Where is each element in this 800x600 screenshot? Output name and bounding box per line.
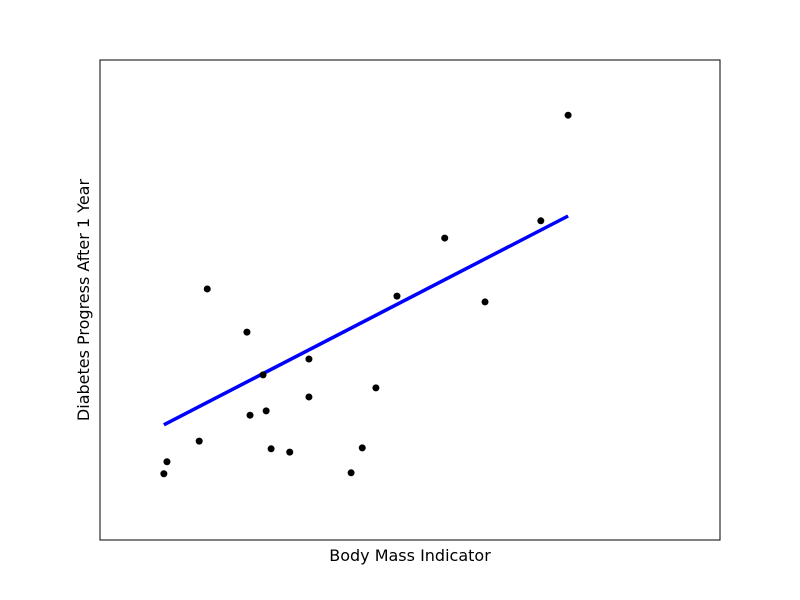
data-point-12 bbox=[305, 393, 313, 401]
y-axis-label: Diabetes Progress After 1 Year bbox=[74, 179, 93, 422]
data-point-11 bbox=[305, 355, 313, 363]
data-point-3 bbox=[195, 437, 203, 445]
data-point-9 bbox=[267, 445, 275, 453]
data-point-14 bbox=[358, 444, 366, 452]
data-point-4 bbox=[203, 285, 211, 293]
data-point-10 bbox=[286, 448, 294, 456]
data-point-8 bbox=[262, 407, 270, 415]
plot-area-frame bbox=[99, 59, 721, 541]
data-point-1 bbox=[160, 470, 168, 478]
data-point-18 bbox=[481, 298, 489, 306]
fit-line-layer bbox=[163, 214, 569, 427]
data-point-5 bbox=[243, 328, 251, 336]
data-point-19 bbox=[537, 217, 545, 225]
x-axis-label: Body Mass Indicator bbox=[329, 546, 491, 565]
data-point-2 bbox=[163, 458, 171, 466]
data-point-6 bbox=[246, 411, 254, 419]
data-point-17 bbox=[441, 234, 449, 242]
data-point-16 bbox=[393, 292, 401, 300]
regression-line bbox=[163, 214, 569, 427]
data-point-15 bbox=[372, 384, 380, 392]
data-point-20 bbox=[564, 111, 572, 119]
data-point-7 bbox=[259, 371, 267, 379]
data-point-13 bbox=[347, 469, 355, 477]
points-layer bbox=[160, 111, 572, 478]
